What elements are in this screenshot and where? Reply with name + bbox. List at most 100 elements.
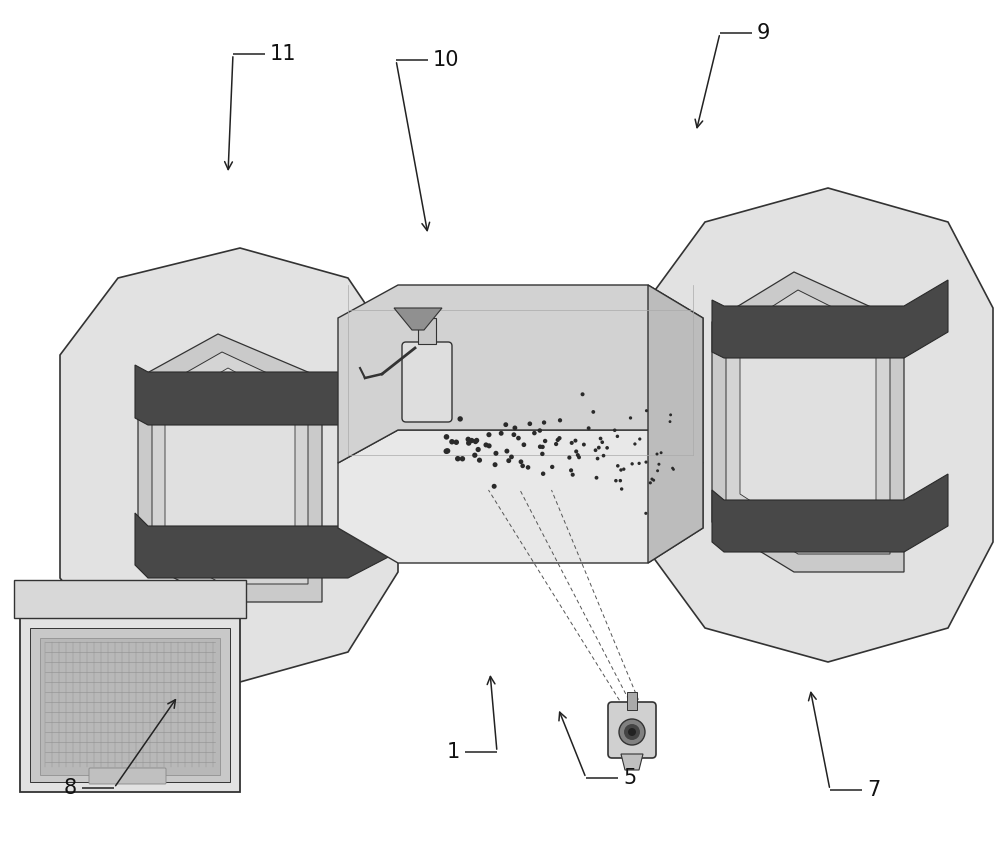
Circle shape [571, 472, 575, 477]
Circle shape [644, 512, 647, 515]
Circle shape [477, 457, 482, 463]
Circle shape [469, 438, 474, 443]
Circle shape [556, 438, 560, 442]
Circle shape [550, 465, 554, 469]
Polygon shape [14, 580, 246, 618]
Circle shape [457, 416, 463, 422]
Circle shape [444, 449, 449, 454]
Circle shape [672, 468, 675, 471]
Circle shape [655, 452, 658, 456]
Polygon shape [648, 285, 703, 563]
Circle shape [657, 463, 660, 466]
Circle shape [476, 447, 481, 452]
Polygon shape [726, 290, 890, 554]
Circle shape [472, 453, 477, 458]
Circle shape [455, 456, 461, 461]
Circle shape [619, 719, 645, 745]
Circle shape [540, 451, 545, 456]
Circle shape [511, 432, 516, 437]
Polygon shape [740, 310, 876, 534]
Circle shape [595, 476, 598, 480]
Circle shape [542, 420, 546, 424]
Circle shape [567, 456, 571, 460]
Circle shape [660, 451, 663, 454]
Circle shape [466, 437, 471, 442]
Circle shape [645, 409, 648, 413]
Polygon shape [20, 618, 240, 792]
Circle shape [644, 461, 648, 464]
Circle shape [599, 437, 602, 440]
Circle shape [576, 453, 580, 457]
Circle shape [532, 431, 537, 435]
Circle shape [509, 455, 514, 459]
Bar [418, 318, 436, 344]
Circle shape [605, 446, 609, 450]
Circle shape [558, 418, 562, 423]
Circle shape [637, 461, 641, 465]
Circle shape [444, 434, 449, 440]
Circle shape [504, 449, 509, 454]
Polygon shape [135, 500, 398, 578]
Circle shape [622, 467, 625, 471]
Polygon shape [394, 308, 442, 330]
Circle shape [492, 484, 497, 489]
Circle shape [616, 464, 620, 467]
Text: 8: 8 [64, 778, 77, 798]
Circle shape [454, 440, 459, 445]
Circle shape [538, 429, 542, 433]
Polygon shape [165, 368, 295, 566]
Circle shape [493, 450, 498, 456]
Circle shape [630, 462, 634, 466]
Circle shape [616, 434, 619, 438]
Circle shape [506, 458, 511, 463]
Text: 5: 5 [623, 768, 636, 788]
Text: 11: 11 [270, 44, 297, 64]
Polygon shape [338, 285, 703, 463]
Circle shape [503, 422, 508, 427]
FancyBboxPatch shape [402, 342, 452, 422]
Circle shape [512, 425, 517, 430]
Circle shape [596, 456, 599, 461]
Circle shape [591, 410, 595, 413]
Circle shape [649, 482, 652, 484]
Circle shape [486, 432, 492, 437]
Bar [627, 692, 637, 710]
Text: 9: 9 [757, 23, 770, 43]
Circle shape [638, 437, 641, 440]
Circle shape [633, 442, 637, 445]
Circle shape [449, 439, 455, 445]
Circle shape [602, 454, 605, 457]
Text: 1: 1 [447, 742, 460, 762]
Circle shape [628, 728, 636, 736]
Polygon shape [40, 638, 220, 775]
Circle shape [656, 469, 659, 472]
Circle shape [474, 438, 479, 443]
Circle shape [650, 477, 654, 481]
Circle shape [577, 456, 581, 459]
Circle shape [587, 426, 591, 430]
Circle shape [538, 445, 542, 449]
Circle shape [522, 442, 526, 447]
Circle shape [570, 441, 574, 445]
Circle shape [519, 460, 523, 464]
Polygon shape [712, 474, 948, 552]
Circle shape [614, 479, 618, 482]
Circle shape [466, 440, 471, 445]
Polygon shape [135, 346, 398, 425]
Circle shape [574, 450, 578, 454]
Polygon shape [642, 188, 993, 662]
FancyBboxPatch shape [89, 768, 166, 784]
Circle shape [671, 466, 674, 470]
Polygon shape [621, 754, 643, 770]
Circle shape [620, 488, 623, 491]
Circle shape [526, 465, 530, 470]
Text: 10: 10 [433, 50, 460, 70]
Circle shape [445, 448, 450, 454]
Circle shape [483, 442, 489, 447]
Circle shape [554, 442, 558, 446]
Polygon shape [30, 628, 230, 782]
Circle shape [528, 422, 532, 426]
Circle shape [619, 479, 622, 482]
Polygon shape [152, 352, 308, 584]
Circle shape [597, 445, 601, 450]
